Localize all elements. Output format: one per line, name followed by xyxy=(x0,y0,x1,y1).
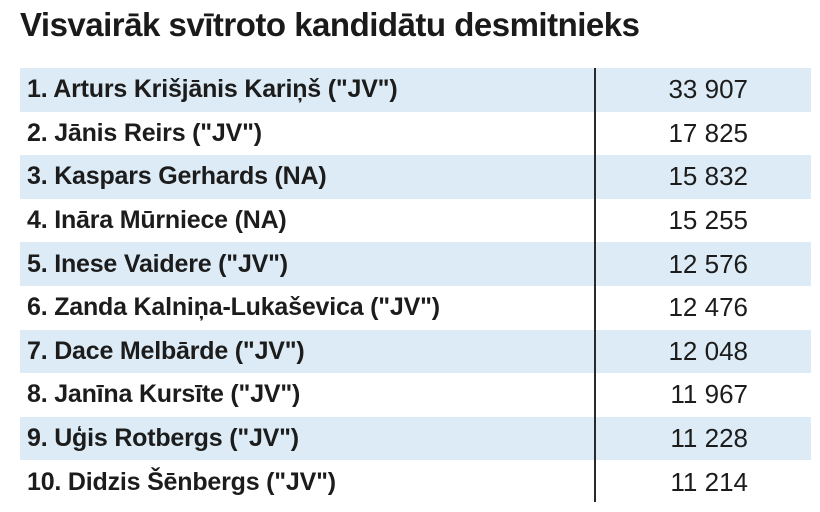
candidate-name: 8. Janīna Kursīte ("JV") xyxy=(27,380,301,409)
table-row: 6. Zanda Kalniņa-Lukaševica ("JV") 12 47… xyxy=(20,286,811,330)
candidate-votes: 12 476 xyxy=(668,292,748,323)
candidate-votes: 11 967 xyxy=(670,379,748,410)
candidate-name: 4. Ināra Mūrniece (NA) xyxy=(27,206,287,235)
candidate-name: 9. Uģis Rotbergs ("JV") xyxy=(27,424,299,453)
candidate-name: 2. Jānis Reirs ("JV") xyxy=(27,118,262,147)
candidates-table: 1. Arturs Krišjānis Kariņš ("JV") 33 907… xyxy=(20,68,811,504)
table-row: 10. Didzis Šēnbergs ("JV") 11 214 xyxy=(20,460,811,504)
candidate-name: 7. Dace Melbārde ("JV") xyxy=(27,336,305,365)
candidate-votes: 15 832 xyxy=(668,161,748,192)
table-row: 1. Arturs Krišjānis Kariņš ("JV") 33 907 xyxy=(20,68,811,112)
candidate-name: 3. Kaspars Gerhards (NA) xyxy=(27,162,327,191)
table-row: 2. Jānis Reirs ("JV") 17 825 xyxy=(20,112,811,156)
table-row: 5. Inese Vaidere ("JV") 12 576 xyxy=(20,242,811,286)
table-row: 9. Uģis Rotbergs ("JV") 11 228 xyxy=(20,416,811,461)
candidate-votes: 12 576 xyxy=(668,248,748,279)
column-divider xyxy=(594,68,596,502)
candidate-votes: 17 825 xyxy=(668,117,748,148)
table-row: 7. Dace Melbārde ("JV") 12 048 xyxy=(20,329,811,374)
table-row: 4. Ināra Mūrniece (NA) 15 255 xyxy=(20,199,811,243)
candidate-votes: 15 255 xyxy=(668,205,748,236)
table-title: Visvairāk svītroto kandidātu desmitnieks xyxy=(20,6,640,43)
candidate-name: 1. Arturs Krišjānis Kariņš ("JV") xyxy=(27,75,398,104)
candidate-votes: 33 907 xyxy=(668,74,748,105)
candidate-name: 10. Didzis Šēnbergs ("JV") xyxy=(27,467,336,496)
candidate-votes: 11 214 xyxy=(670,466,748,497)
candidate-name: 5. Inese Vaidere ("JV") xyxy=(27,249,288,278)
table-row: 8. Janīna Kursīte ("JV") 11 967 xyxy=(20,373,811,417)
candidate-votes: 12 048 xyxy=(668,335,748,366)
table-row: 3. Kaspars Gerhards (NA) 15 832 xyxy=(20,155,811,199)
candidate-votes: 11 228 xyxy=(670,423,748,454)
candidate-name: 6. Zanda Kalniņa-Lukaševica ("JV") xyxy=(27,293,440,322)
